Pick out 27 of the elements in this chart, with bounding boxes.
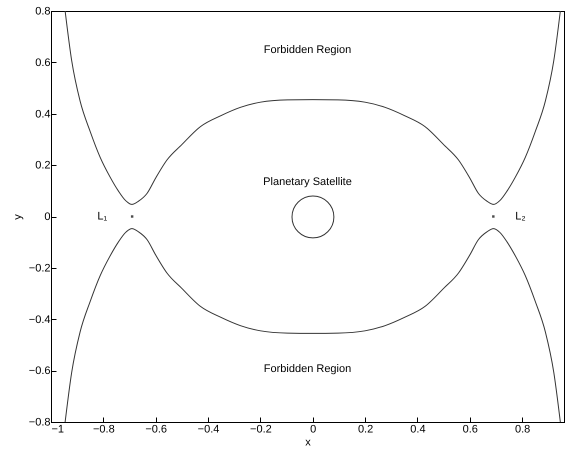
x-tick-label: 0.8 xyxy=(514,424,530,436)
annotation: L₂ xyxy=(515,210,526,222)
x-tick-label: −0.8 xyxy=(92,424,115,436)
line-series xyxy=(64,10,561,205)
y-tick-label: 0.2 xyxy=(35,160,50,172)
x-tick-label: 0.6 xyxy=(462,424,478,436)
y-tick-label: −0.2 xyxy=(28,262,50,274)
y-tick-label: 0.4 xyxy=(35,108,50,120)
annotation: Forbidden Region xyxy=(264,44,352,56)
x-axis-title: x xyxy=(305,436,312,448)
y-axis-title: y xyxy=(12,214,24,220)
y-tick-label: 0.8 xyxy=(35,6,50,18)
line-series xyxy=(64,228,561,422)
x-tick-label: 0 xyxy=(310,424,316,436)
x-tick-label: −0.4 xyxy=(198,424,220,436)
y-tick-label: 0 xyxy=(44,211,50,223)
annotation: L₁ xyxy=(97,210,108,222)
annotation: Forbidden Region xyxy=(264,362,352,375)
x-tick-label: −0.2 xyxy=(250,424,272,436)
y-tick-label: −0.6 xyxy=(28,365,50,378)
annotation: Planetary Satellite xyxy=(263,176,352,188)
x-tick-label: 0.4 xyxy=(410,424,426,436)
x-tick-label: 0.2 xyxy=(358,424,374,436)
x-tick-label: −1 xyxy=(52,424,64,436)
x-tick-label: −0.6 xyxy=(145,424,168,436)
y-tick-label: 0.6 xyxy=(35,56,50,69)
y-tick-label: −0.4 xyxy=(28,314,50,326)
